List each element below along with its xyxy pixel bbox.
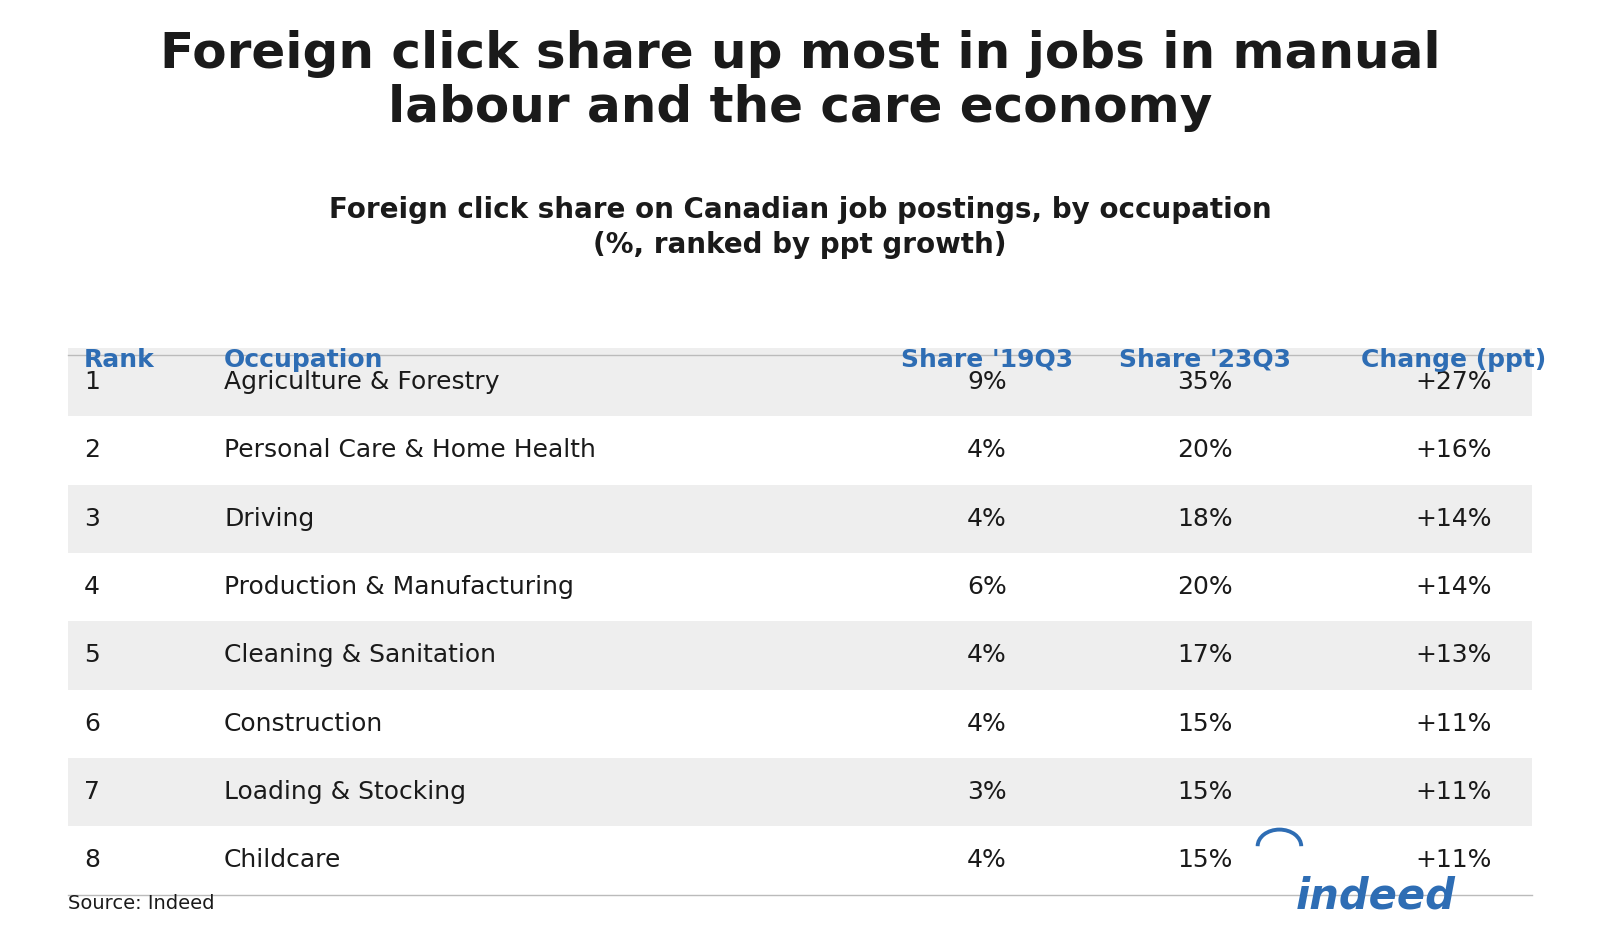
Text: 20%: 20% bbox=[1178, 575, 1232, 599]
Text: Change (ppt): Change (ppt) bbox=[1362, 347, 1546, 372]
Text: 7: 7 bbox=[83, 780, 99, 804]
Text: Foreign click share on Canadian job postings, by occupation
(%, ranked by ppt gr: Foreign click share on Canadian job post… bbox=[328, 196, 1272, 259]
Text: indeed: indeed bbox=[1296, 876, 1456, 918]
Text: 4%: 4% bbox=[966, 644, 1006, 667]
Text: +14%: +14% bbox=[1416, 506, 1493, 530]
Text: 15%: 15% bbox=[1178, 848, 1232, 872]
Text: Construction: Construction bbox=[224, 712, 384, 736]
Text: 3%: 3% bbox=[966, 780, 1006, 804]
Text: +16%: +16% bbox=[1416, 438, 1493, 463]
Text: +13%: +13% bbox=[1416, 644, 1491, 667]
Text: Childcare: Childcare bbox=[224, 848, 341, 872]
Text: 4%: 4% bbox=[966, 712, 1006, 736]
FancyBboxPatch shape bbox=[69, 416, 1531, 485]
Text: Share '19Q3: Share '19Q3 bbox=[901, 347, 1074, 372]
FancyBboxPatch shape bbox=[69, 826, 1531, 895]
Text: 15%: 15% bbox=[1178, 780, 1232, 804]
Text: Cleaning & Sanitation: Cleaning & Sanitation bbox=[224, 644, 496, 667]
Text: Source: Indeed: Source: Indeed bbox=[69, 894, 214, 913]
FancyBboxPatch shape bbox=[69, 758, 1531, 826]
Text: +11%: +11% bbox=[1416, 712, 1491, 736]
Text: +27%: +27% bbox=[1416, 370, 1493, 394]
Text: 17%: 17% bbox=[1178, 644, 1232, 667]
Text: Share '23Q3: Share '23Q3 bbox=[1118, 347, 1291, 372]
Text: Personal Care & Home Health: Personal Care & Home Health bbox=[224, 438, 595, 463]
Text: +11%: +11% bbox=[1416, 780, 1491, 804]
FancyBboxPatch shape bbox=[69, 485, 1531, 553]
Text: 4%: 4% bbox=[966, 438, 1006, 463]
Text: Occupation: Occupation bbox=[224, 347, 384, 372]
Text: 35%: 35% bbox=[1178, 370, 1232, 394]
Text: 9%: 9% bbox=[966, 370, 1006, 394]
FancyBboxPatch shape bbox=[69, 347, 1531, 416]
Text: 4%: 4% bbox=[966, 848, 1006, 872]
FancyBboxPatch shape bbox=[69, 689, 1531, 758]
Text: 8: 8 bbox=[83, 848, 99, 872]
Text: +14%: +14% bbox=[1416, 575, 1493, 599]
Text: 5: 5 bbox=[83, 644, 99, 667]
Text: 6%: 6% bbox=[966, 575, 1006, 599]
Text: 3: 3 bbox=[83, 506, 99, 530]
Text: Loading & Stocking: Loading & Stocking bbox=[224, 780, 466, 804]
Text: Foreign click share up most in jobs in manual
labour and the care economy: Foreign click share up most in jobs in m… bbox=[160, 30, 1440, 131]
Text: +11%: +11% bbox=[1416, 848, 1491, 872]
FancyBboxPatch shape bbox=[69, 622, 1531, 689]
Text: Driving: Driving bbox=[224, 506, 314, 530]
Text: 6: 6 bbox=[83, 712, 99, 736]
Text: Production & Manufacturing: Production & Manufacturing bbox=[224, 575, 574, 599]
Text: 1: 1 bbox=[83, 370, 99, 394]
Text: 18%: 18% bbox=[1178, 506, 1232, 530]
Text: 15%: 15% bbox=[1178, 712, 1232, 736]
Text: 20%: 20% bbox=[1178, 438, 1232, 463]
Text: 4: 4 bbox=[83, 575, 99, 599]
Text: Agriculture & Forestry: Agriculture & Forestry bbox=[224, 370, 499, 394]
Text: Rank: Rank bbox=[83, 347, 155, 372]
Text: 2: 2 bbox=[83, 438, 99, 463]
FancyBboxPatch shape bbox=[69, 553, 1531, 622]
Text: 4%: 4% bbox=[966, 506, 1006, 530]
